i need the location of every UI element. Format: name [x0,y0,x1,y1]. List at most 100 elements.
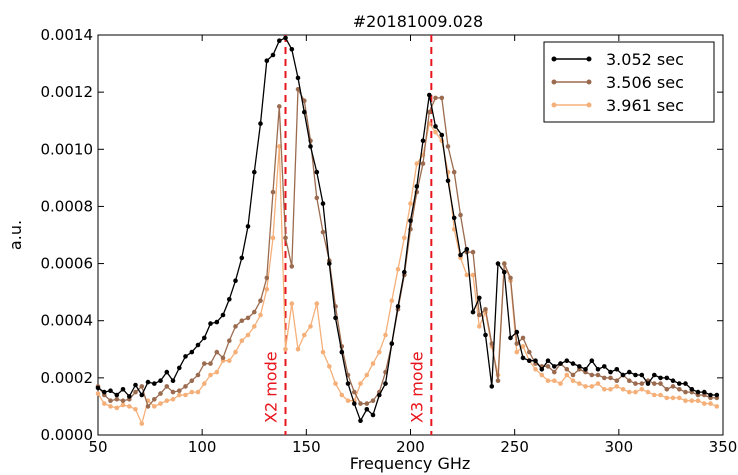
data-point [395,304,401,309]
data-point [570,378,576,384]
data-point [714,392,720,398]
data-point [308,324,313,329]
data-point [220,355,226,361]
data-point [589,358,595,364]
data-point [683,389,688,395]
data-point [714,404,720,409]
data-point [645,389,651,395]
data-point [570,361,576,366]
data-point [227,297,232,302]
data-point [289,47,295,52]
data-point [658,381,663,386]
data-point [264,58,270,63]
data-point [320,201,326,206]
data-point [177,365,182,371]
data-point [195,389,201,395]
data-point [295,347,301,352]
data-point [564,358,570,364]
data-point [451,169,457,175]
series [95,121,720,426]
series-layer [95,35,720,426]
data-point [214,369,220,375]
data-point [477,324,482,329]
data-point [158,378,163,384]
data-point [483,332,488,338]
data-point [302,98,307,103]
data-point [458,252,463,258]
data-point [670,395,676,401]
data-point [620,387,626,392]
data-point [170,389,176,395]
data-point [345,381,351,386]
data-point [583,384,588,389]
data-point [552,364,557,369]
data-point [464,247,470,252]
data-point [189,389,195,395]
data-point [589,384,595,389]
y-tick-label: 0.0004 [41,312,94,330]
data-point [264,275,270,281]
data-point [127,404,132,409]
data-point [108,398,113,404]
data-point [108,388,113,394]
data-point [152,404,157,409]
data-point [233,324,238,329]
data-point [695,389,701,395]
legend-label: 3.506 sec [606,73,684,92]
data-point [139,421,145,426]
data-point [602,364,607,369]
data-point [433,95,438,101]
data-point [214,349,220,355]
data-point [233,349,238,355]
data-point [614,367,620,372]
data-point [658,392,663,398]
data-point [533,367,538,372]
data-point [520,335,526,341]
data-point [120,398,126,404]
x-tick-label: 300 [605,438,634,456]
data-point [114,397,120,402]
data-point [527,349,532,355]
data-point [439,132,445,138]
data-point [639,387,645,392]
data-point [527,358,532,364]
data-point [608,375,613,381]
data-point [427,109,432,115]
data-point [189,378,195,384]
data-point [164,398,170,404]
data-point [264,287,270,292]
data-point [420,161,426,166]
data-point [664,387,670,392]
data-point [602,375,607,381]
data-point [702,401,707,406]
series [95,35,720,424]
y-tick-label: 0.0002 [41,369,94,387]
data-point [664,395,670,401]
data-point [227,338,232,344]
data-point [289,301,295,306]
data-point [139,392,145,398]
data-point [508,335,513,341]
data-point [558,381,563,386]
data-point [208,321,213,326]
data-point [158,401,163,406]
data-point [314,301,320,306]
data-point [464,272,470,278]
data-point [495,261,501,266]
data-point [508,275,513,281]
data-point [708,401,713,406]
data-point [283,35,288,41]
data-point [352,401,357,406]
data-point [383,332,388,338]
data-point [202,361,207,366]
data-point [295,87,301,92]
data-point [358,418,363,424]
data-point [302,109,307,115]
legend: 3.052 sec 3.506 sec 3.961 sec [543,41,715,123]
data-point [502,269,507,275]
data-point [502,261,507,266]
data-point [133,389,138,395]
data-point [102,401,107,406]
data-point [245,224,251,229]
data-point [595,381,601,386]
